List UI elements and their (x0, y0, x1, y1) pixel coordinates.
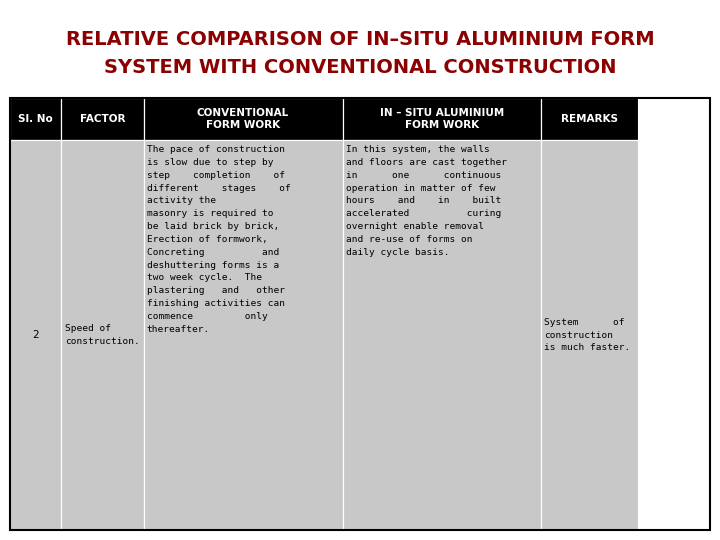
Bar (61, 98, 144, 140)
Bar (541, 140, 638, 530)
Text: IN – SITU ALUMINIUM
FORM WORK: IN – SITU ALUMINIUM FORM WORK (379, 108, 504, 130)
Text: Speed of
construction.: Speed of construction. (65, 324, 140, 346)
Bar (541, 98, 638, 140)
Bar (343, 98, 541, 140)
Text: Sl. No: Sl. No (18, 114, 53, 124)
Text: 2: 2 (32, 330, 39, 340)
Bar (144, 140, 343, 530)
Text: FACTOR: FACTOR (80, 114, 125, 124)
Text: System      of
construction
is much faster.: System of construction is much faster. (544, 318, 631, 352)
Text: RELATIVE COMPARISON OF IN–SITU ALUMINIUM FORM: RELATIVE COMPARISON OF IN–SITU ALUMINIUM… (66, 30, 654, 49)
Bar (10, 140, 61, 530)
Bar (61, 140, 144, 530)
Text: SYSTEM WITH CONVENTIONAL CONSTRUCTION: SYSTEM WITH CONVENTIONAL CONSTRUCTION (104, 58, 616, 77)
Text: The pace of construction
is slow due to step by
step    completion    of
differe: The pace of construction is slow due to … (147, 145, 290, 334)
Text: REMARKS: REMARKS (561, 114, 618, 124)
Bar (10, 98, 61, 140)
Bar (10, 98, 710, 530)
Text: In this system, the walls
and floors are cast together
in      one      continuo: In this system, the walls and floors are… (346, 145, 506, 257)
Bar (343, 140, 541, 530)
Text: CONVENTIONAL
FORM WORK: CONVENTIONAL FORM WORK (197, 108, 289, 130)
Bar (144, 98, 343, 140)
